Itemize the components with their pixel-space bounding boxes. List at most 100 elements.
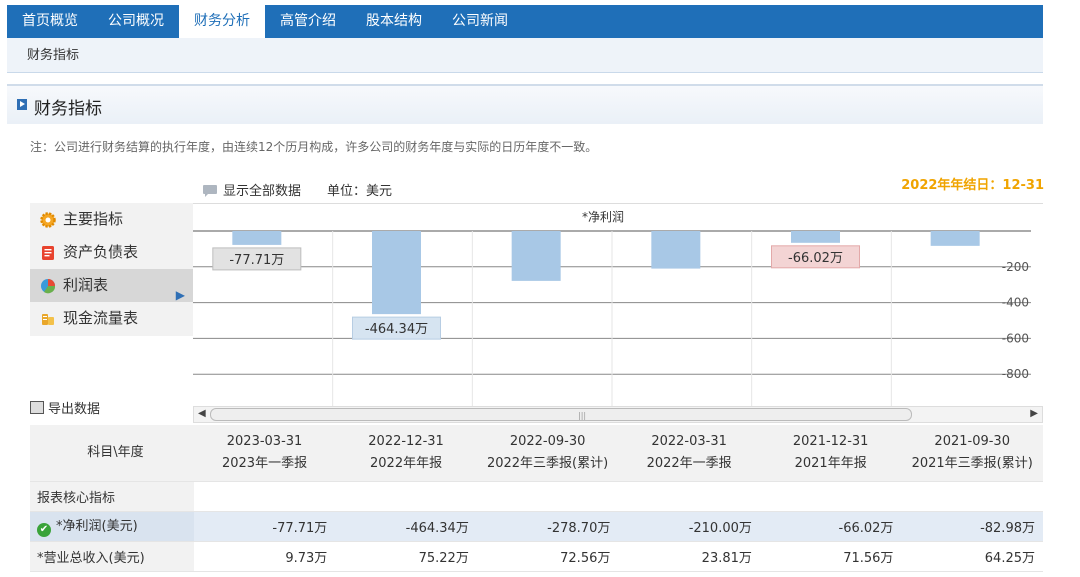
- table-cell: 64.25万: [901, 541, 1043, 572]
- bar: [372, 231, 421, 315]
- column-date: 2022-09-30: [509, 433, 586, 449]
- table-row-net-profit[interactable]: ✔ *净利润(美元) -77.71万 -464.34万 -278.70万 -210…: [30, 511, 1043, 542]
- y-tick-label: -600: [1002, 331, 1029, 345]
- table-cell: 75.22万: [335, 541, 477, 572]
- table-cell: [618, 481, 760, 512]
- top-nav: 首页概览 公司概况 财务分析 高管介绍 股本结构 公司新闻: [7, 5, 1043, 38]
- document-icon: [42, 245, 54, 260]
- row-label[interactable]: *营业总收入(美元): [30, 541, 194, 572]
- menu-item-label: 利润表: [63, 276, 109, 294]
- column-period: 2021年年报: [794, 455, 867, 471]
- bar: [651, 231, 701, 269]
- bar: [511, 231, 561, 281]
- financial-table: 科目\年度 2023-03-31 2023年一季报 2022-12-31 2022年…: [30, 425, 1043, 572]
- gear-icon: [40, 211, 56, 228]
- table-cell: 72.56万: [476, 541, 619, 572]
- sub-nav: 财务指标: [7, 38, 1043, 73]
- grip-icon: |||: [578, 411, 587, 420]
- menu-item-balance-sheet[interactable]: 资产负债表: [30, 236, 193, 269]
- table-row-core-indicators: 报表核心指标: [30, 481, 1043, 512]
- scrollbar-thumb[interactable]: |||: [210, 408, 912, 421]
- column-period: 2022年年报: [370, 455, 443, 471]
- fiscal-year-end: 2022年年结日：12-31: [901, 178, 1044, 193]
- table-cell: 71.56万: [759, 541, 902, 572]
- section-marker-icon: [17, 99, 27, 110]
- chart-toolbar: 显示全部数据 单位：美元: [203, 180, 392, 199]
- export-data-button[interactable]: 导出数据: [30, 398, 100, 417]
- section-header: 财务指标: [7, 84, 1043, 124]
- table-cell: -464.34万: [335, 511, 477, 542]
- y-tick-label: -800: [1002, 367, 1029, 381]
- table-cell: [901, 481, 1043, 512]
- check-icon: ✔: [37, 523, 51, 537]
- tab-financial-analysis[interactable]: 财务分析: [179, 5, 265, 38]
- column-date: 2022-03-31: [651, 433, 727, 449]
- y-tick-label: -200: [1002, 260, 1029, 274]
- menu-item-income-statement[interactable]: 利润表 ▶: [30, 269, 193, 302]
- chart-title: *净利润: [582, 210, 624, 224]
- column-header[interactable]: 2021-09-30 2021年三季报(累计): [901, 425, 1043, 482]
- data-label-box: [771, 245, 860, 269]
- row-label-cell[interactable]: ✔ *净利润(美元): [30, 511, 194, 542]
- column-period: 2021年三季报(累计): [911, 455, 1033, 471]
- bar: [791, 231, 840, 243]
- spreadsheet-icon: [30, 401, 44, 414]
- column-date: 2021-12-31: [792, 433, 869, 449]
- row-label: 报表核心指标: [30, 481, 194, 512]
- table-cell: -278.70万: [476, 511, 619, 542]
- show-all-data-label: 显示全部数据: [223, 184, 302, 199]
- tab-company-overview[interactable]: 公司概况: [108, 13, 164, 29]
- table-cell: -66.02万: [759, 511, 902, 542]
- unit-label: 单位：美元: [327, 184, 393, 199]
- menu-item-label: 主要指标: [63, 210, 124, 228]
- column-period: 2022年一季报: [646, 455, 732, 471]
- table-row-total-revenue[interactable]: *营业总收入(美元) 9.73万 75.22万 72.56万 23.81万 71…: [30, 541, 1043, 572]
- data-label: -77.71万: [229, 253, 284, 268]
- column-date: 2023-03-31: [226, 433, 303, 449]
- scroll-right-arrow-icon[interactable]: ▶: [1030, 408, 1038, 419]
- table-cell: -77.71万: [193, 511, 336, 542]
- table-cell: [476, 481, 619, 512]
- menu-item-label: 现金流量表: [63, 309, 139, 327]
- column-period: 2022年三季报(累计): [486, 455, 609, 471]
- column-header[interactable]: 2022-12-31 2022年年报: [335, 425, 477, 482]
- table-cell: [759, 481, 902, 512]
- menu-item-key-indicators[interactable]: 主要指标: [30, 203, 193, 236]
- column-date: 2022-12-31: [368, 433, 444, 449]
- table-cell: [193, 481, 336, 512]
- table-cell: [335, 481, 477, 512]
- table-cell: 23.81万: [618, 541, 760, 572]
- table-cell: -82.98万: [901, 511, 1043, 542]
- chart-scrollbar[interactable]: ◀ ||| ▶: [193, 406, 1043, 423]
- tab-home-overview[interactable]: 首页概览: [22, 13, 78, 29]
- statement-menu: 主要指标 资产负债表 利润表 ▶ 现金流量表: [30, 203, 193, 336]
- column-period: 2023年一季报: [221, 455, 308, 471]
- menu-item-label: 资产负债表: [63, 243, 139, 261]
- column-header[interactable]: 2022-09-30 2022年三季报(累计): [476, 425, 619, 482]
- sub-nav-financial-indicators[interactable]: 财务指标: [27, 48, 80, 63]
- column-header[interactable]: 2021-12-31 2021年年报: [759, 425, 902, 482]
- table-cell: -210.00万: [618, 511, 760, 542]
- menu-item-cash-flow[interactable]: 现金流量表: [30, 302, 193, 335]
- tab-company-news[interactable]: 公司新闻: [452, 13, 508, 29]
- bar: [232, 231, 282, 245]
- bar: [930, 231, 980, 246]
- scroll-left-arrow-icon[interactable]: ◀: [198, 408, 206, 419]
- row-label: *净利润(美元): [56, 519, 138, 534]
- export-data-label: 导出数据: [48, 402, 101, 417]
- y-tick-label: -400: [1002, 296, 1029, 310]
- comment-icon: [203, 185, 217, 197]
- net-profit-chart: *净利润 -200 -400 -600 -800 -77.71万 -464.34万 -66.0…: [193, 203, 1043, 407]
- column-header[interactable]: 2022-03-31 2022年一季报: [618, 425, 760, 482]
- show-all-data-button[interactable]: 显示全部数据: [203, 180, 301, 199]
- data-label-box: [352, 316, 441, 340]
- tab-executives[interactable]: 高管介绍: [280, 13, 336, 29]
- corner-header: 科目\年度: [30, 425, 194, 482]
- chart-svg: *净利润 -200 -400 -600 -800 -77.71万 -464.34万 -66.0…: [193, 210, 1031, 407]
- column-header[interactable]: 2023-03-31 2023年一季报: [193, 425, 336, 482]
- tab-share-structure[interactable]: 股本结构: [366, 13, 422, 29]
- data-label: -464.34万: [365, 322, 428, 337]
- fiscal-note: 注：公司进行财务结算的执行年度，由连续12个历月构成，许多公司的财务年度与实际的…: [30, 140, 598, 154]
- pie-chart-icon: [41, 278, 56, 293]
- table-cell: 9.73万: [193, 541, 336, 572]
